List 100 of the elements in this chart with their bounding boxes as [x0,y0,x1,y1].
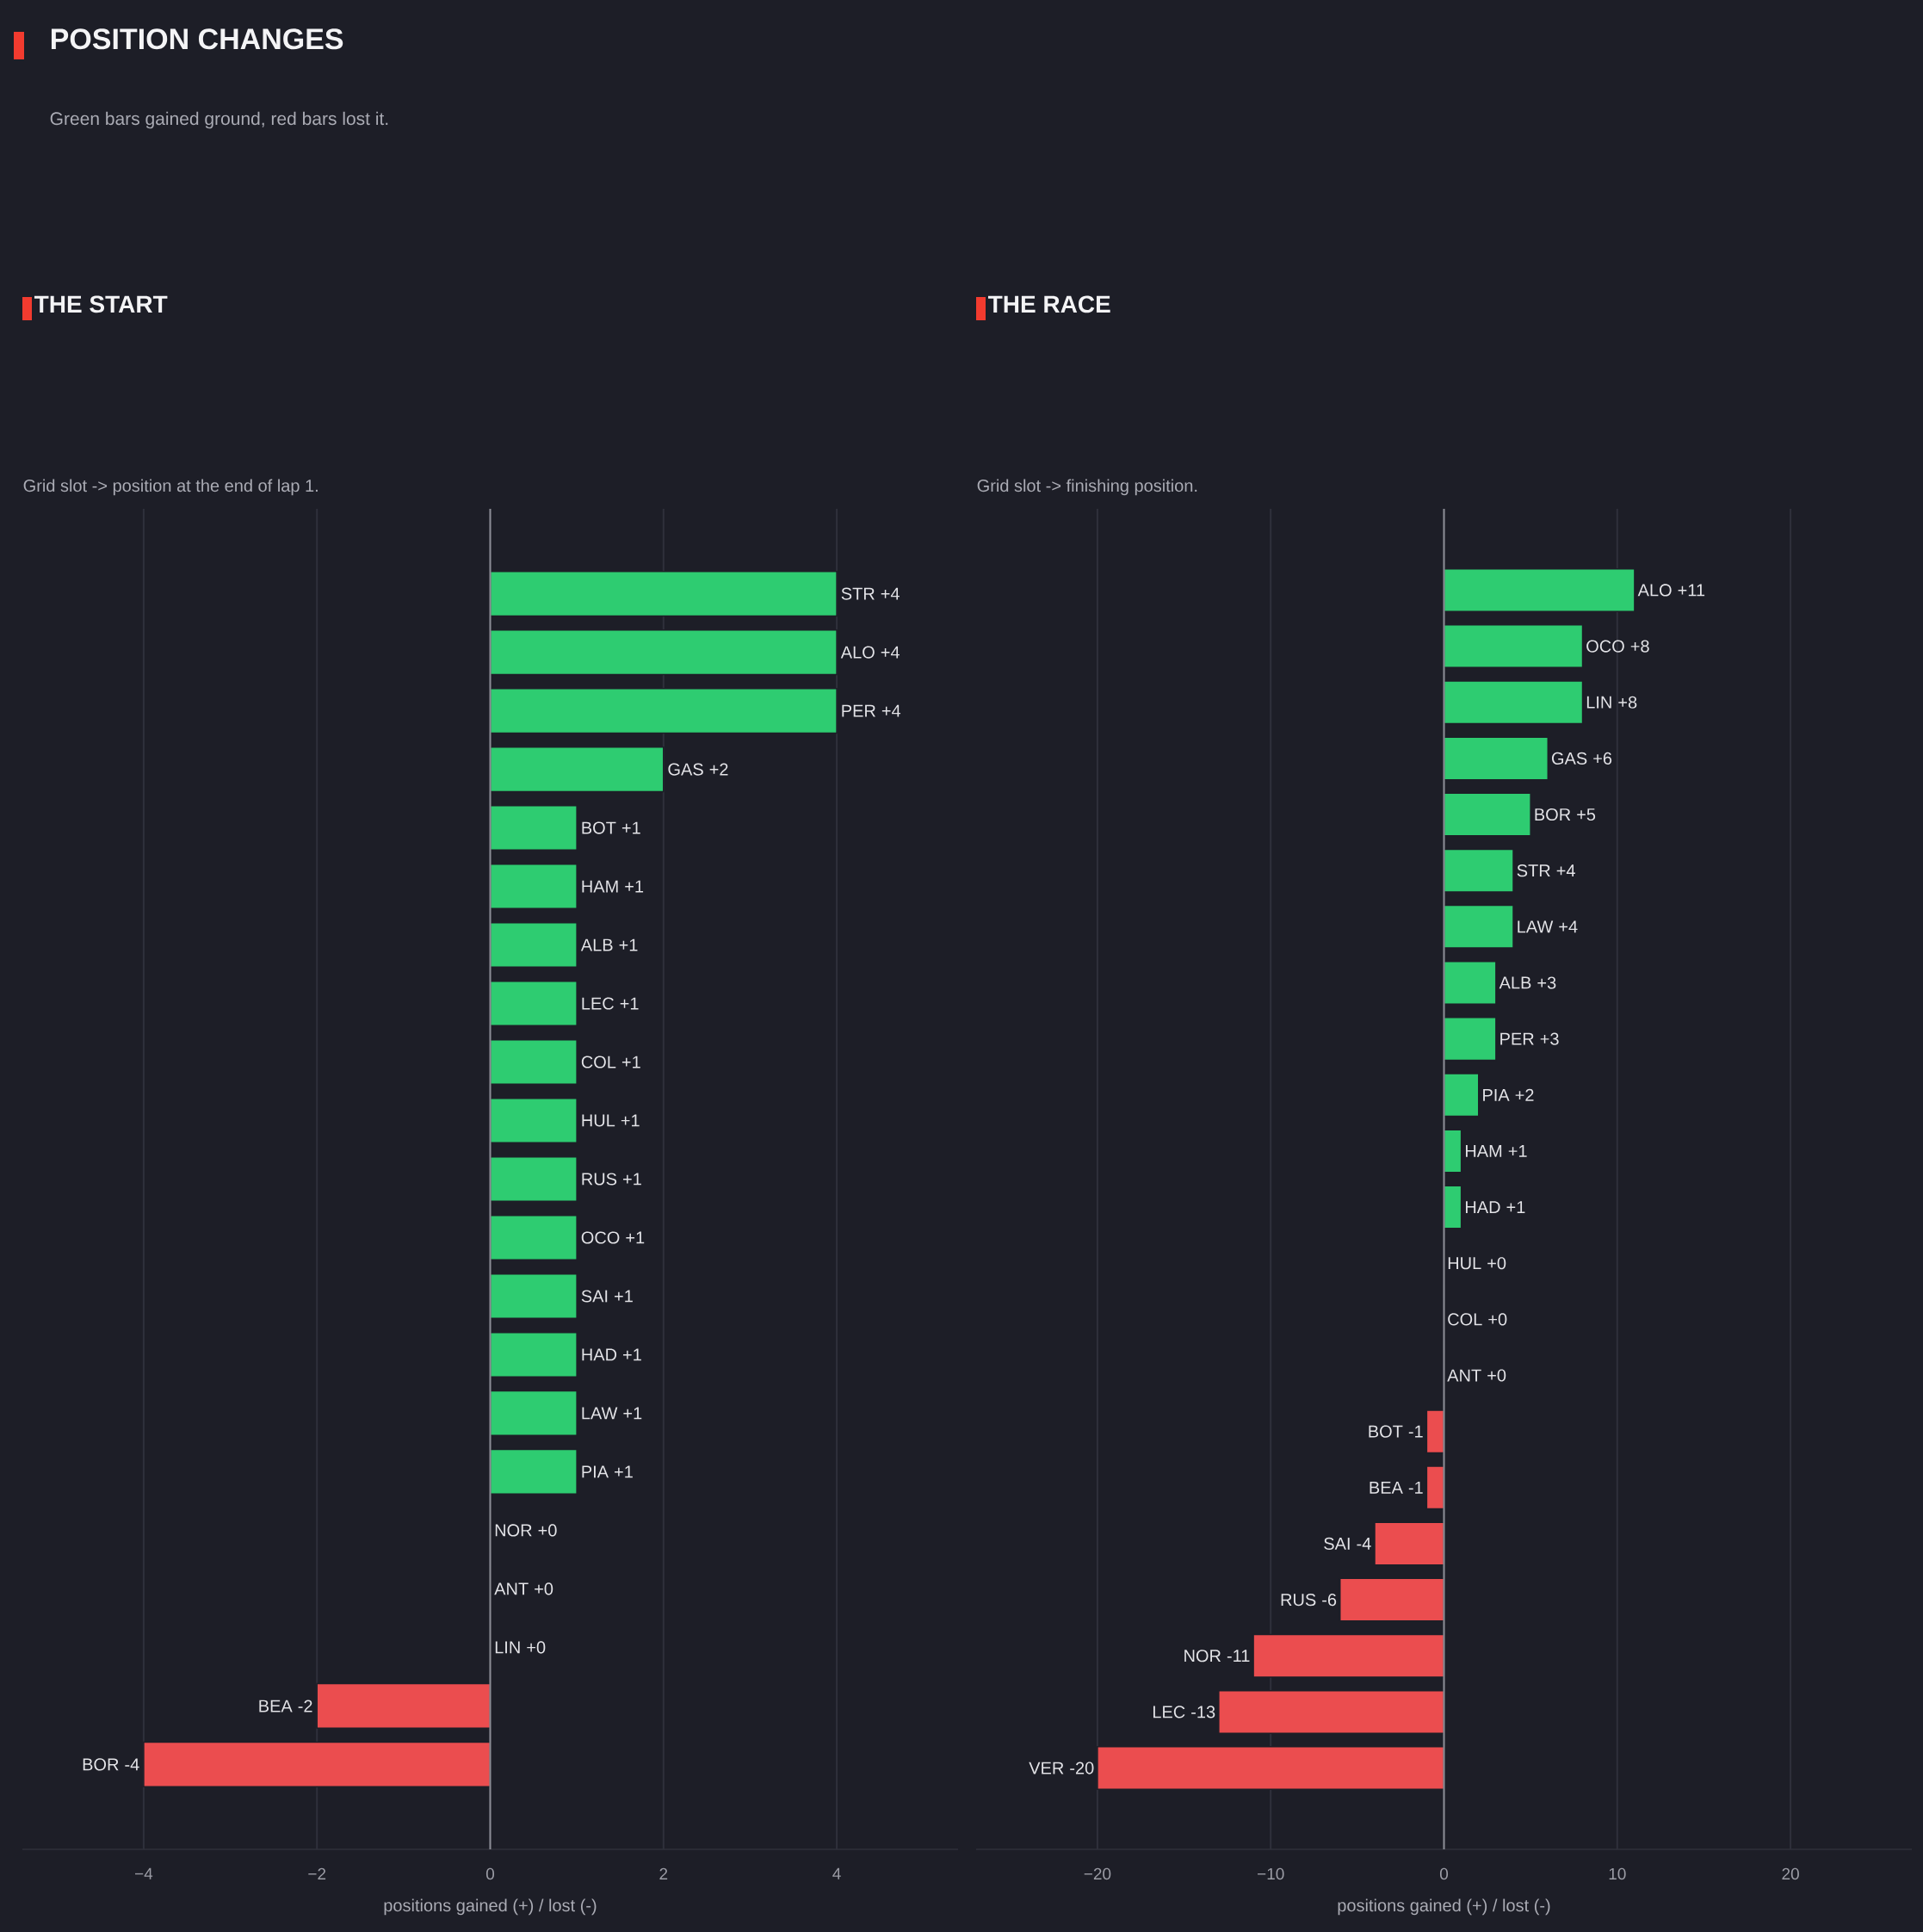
data-label: +0 [1488,1313,1507,1326]
data-label: +1 [623,1348,641,1361]
data-label: -4 [125,1758,139,1771]
bar [1097,1746,1445,1791]
category-label: HAD [582,1348,617,1361]
category-label: PER [842,704,875,717]
data-label: +1 [621,821,640,834]
bar [489,980,578,1027]
category-label: BOR [83,1758,119,1771]
x-tick-label: 10 [1609,1867,1626,1880]
x-tick-label: 4 [832,1867,841,1879]
bar [1425,1465,1445,1510]
bar [489,1390,578,1437]
x-tick-label: −2 [308,1867,326,1879]
bar [489,1038,578,1086]
x-tick-label: 20 [1782,1867,1799,1880]
category-label: SAI [1324,1537,1350,1551]
data-label: +1 [621,1114,640,1127]
category-label: LAW [582,1407,618,1420]
bar [1443,624,1584,669]
category-label: ALO [840,646,875,659]
bar [489,1097,578,1144]
bar [1443,680,1584,725]
data-label: -11 [1227,1650,1250,1663]
category-label: COL [581,1056,616,1068]
data-label: -4 [1357,1538,1371,1550]
chart-title: THE RACE [987,295,1110,313]
data-label: -13 [1191,1706,1215,1718]
category-label: GAS [1551,752,1587,765]
data-label: +1 [623,1173,641,1186]
bar [1443,848,1514,893]
data-label: +1 [1506,1201,1525,1213]
category-label: LAW [1518,920,1554,933]
category-label: ANT [494,1582,529,1595]
bar [1443,904,1514,949]
category-label: LEC [1153,1706,1185,1718]
data-label: +0 [527,1641,546,1654]
category-label: BEA [259,1700,293,1712]
bar [489,1448,578,1495]
bar [489,863,578,910]
x-axis-title: positions gained (+) / lost (-) [384,1898,597,1916]
bar [1443,1017,1497,1062]
category-label: HAM [582,880,618,893]
category-label: OCO [1586,640,1624,653]
category-label: NOR [495,1524,532,1537]
bar [1443,792,1531,837]
category-label: PIA [1483,1089,1510,1101]
category-label: LIN [1586,696,1611,709]
data-label: -6 [1322,1594,1337,1607]
x-tick-label: −4 [135,1867,153,1879]
bar [489,1155,578,1203]
category-label: GAS [668,763,703,776]
category-label: RUS [582,1173,617,1186]
data-label: +8 [1618,696,1637,709]
data-label: +4 [1559,920,1578,933]
bar [1339,1577,1445,1622]
bar [1443,567,1635,612]
bar [489,1331,578,1378]
data-label: +4 [881,646,900,659]
text: POSITION CHANGES [51,28,343,50]
data-label: +1 [615,1465,633,1478]
data-label: +4 [881,704,901,717]
bar [489,687,838,734]
category-label: HUL [582,1114,615,1127]
category-label: LIN [495,1641,520,1654]
x-tick-label: −20 [1084,1867,1111,1880]
category-label: STR [841,587,875,600]
bar [489,746,665,793]
category-label: ALO [1637,584,1672,597]
category-label: HUL [1448,1257,1481,1270]
data-label: +0 [538,1524,557,1537]
data-label: +5 [1577,808,1596,821]
category-label: OCO [581,1231,620,1244]
data-label: +1 [615,1290,633,1303]
category-label: LEC [582,997,614,1010]
data-label: +8 [1630,640,1649,653]
data-label: +2 [709,763,728,776]
data-label: +11 [1678,584,1705,597]
bar [1443,736,1549,781]
category-label: NOR [1184,1650,1221,1663]
data-label: +4 [1556,864,1575,877]
data-label: +1 [621,1056,640,1068]
data-label: +1 [619,938,638,951]
category-label: RUS [1281,1594,1316,1607]
x-tick-label: 2 [659,1867,668,1879]
data-label: +3 [1537,976,1556,989]
bar [489,921,578,969]
x-tick-label: 0 [1439,1867,1449,1880]
bar [143,1741,492,1787]
data-label: -20 [1070,1762,1094,1774]
data-label: +1 [625,880,644,893]
category-label: BEA [1370,1481,1403,1494]
category-label: HAD [1465,1201,1500,1213]
category-label: PER [1500,1032,1534,1045]
bar [1443,1073,1480,1118]
data-label: +2 [1515,1088,1534,1101]
data-label: +1 [1508,1145,1527,1157]
data-label: -2 [298,1700,312,1712]
data-label: -1 [1408,1481,1423,1494]
data-label: +1 [620,997,639,1010]
